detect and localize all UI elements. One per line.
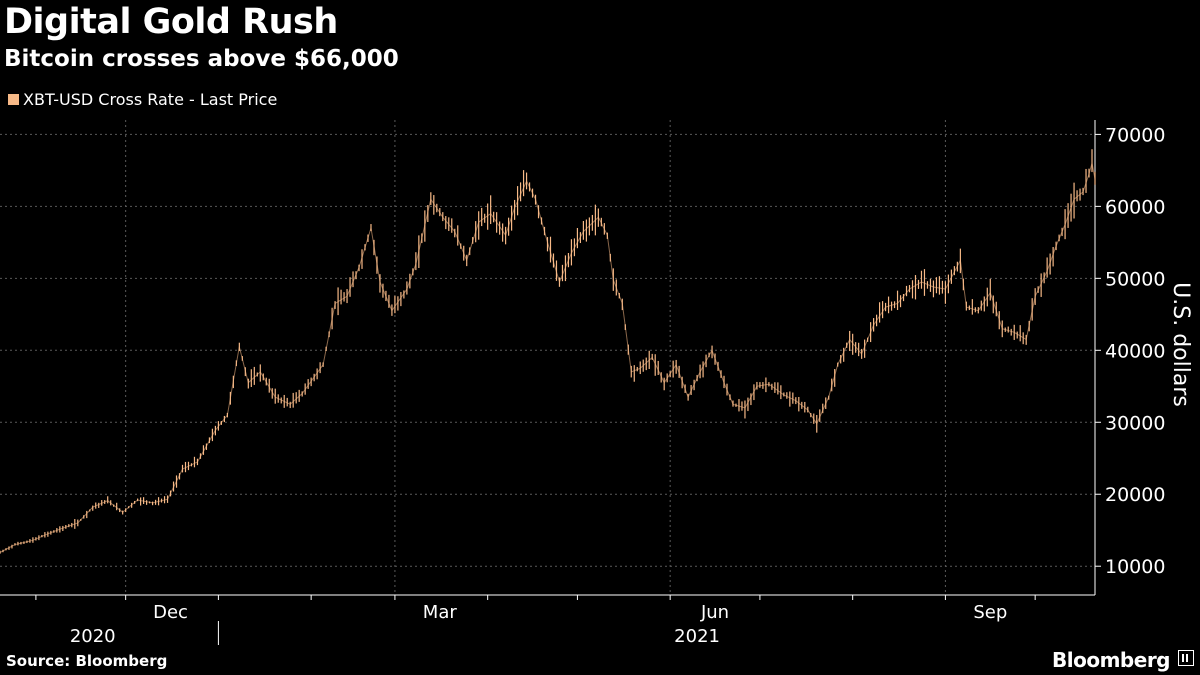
legend-swatch: [8, 94, 19, 105]
year-label: 2020: [70, 626, 116, 647]
brand-logo: Bloomberg: [1052, 648, 1170, 672]
bloomberg-terminal-icon: [1178, 650, 1194, 666]
y-tick-label: 20000: [1105, 484, 1165, 506]
y-axis-title: U.S. dollars: [1168, 282, 1193, 407]
y-tick-label: 70000: [1105, 124, 1165, 146]
year-label: 2021: [674, 626, 720, 647]
x-tick-label: Jun: [700, 602, 729, 623]
y-tick-label: 60000: [1105, 196, 1165, 218]
legend: XBT-USD Cross Rate - Last Price: [8, 90, 277, 109]
y-tick-label: 30000: [1105, 412, 1165, 434]
x-tick-label: Dec: [153, 602, 188, 623]
legend-label: XBT-USD Cross Rate - Last Price: [23, 90, 278, 109]
y-tick-label: 40000: [1105, 340, 1165, 362]
chart-title: Digital Gold Rush: [4, 2, 338, 42]
price-line: [0, 163, 1096, 553]
source-note: Source: Bloomberg: [6, 652, 168, 670]
x-tick-label: Sep: [973, 602, 1007, 623]
y-tick-label: 10000: [1105, 556, 1165, 578]
x-tick-label: Mar: [423, 602, 458, 623]
chart-subtitle: Bitcoin crosses above $66,000: [4, 46, 399, 72]
y-tick-label: 50000: [1105, 268, 1165, 290]
